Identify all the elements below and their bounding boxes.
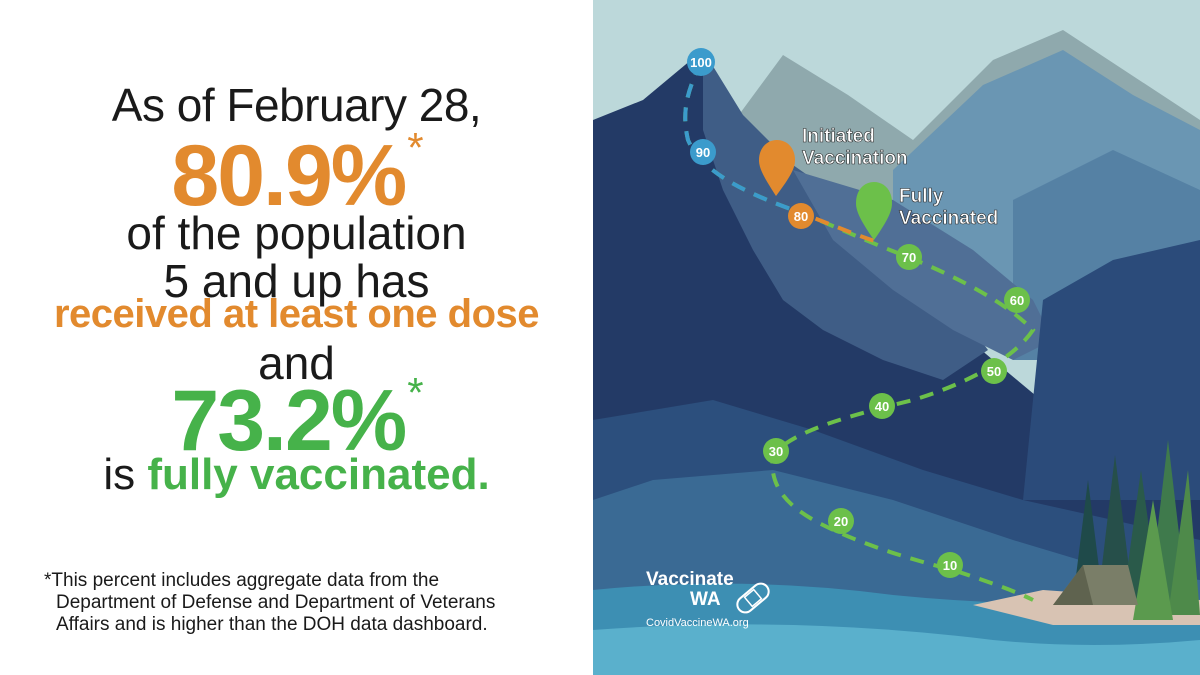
headline-panel: As of February 28, 80.9%* of the populat…: [0, 0, 593, 675]
trail-marker-50: 50: [981, 358, 1007, 384]
marker-label-70: 70: [902, 250, 916, 265]
logo-url: CovidVaccineWA.org: [646, 617, 749, 629]
population-text-1: of the population: [126, 207, 467, 259]
initiated-percentage-value: 80.9%: [171, 128, 407, 224]
trail-marker-30: 30: [763, 438, 789, 464]
trail-marker-90: 90: [690, 139, 716, 165]
logo-title: Vaccinate: [646, 569, 734, 590]
vaccinate-wa-logo: Vaccinate WA CovidVaccineWA.org: [646, 570, 749, 630]
marker-label-40: 40: [875, 399, 889, 414]
trail-marker-40: 40: [869, 393, 895, 419]
marker-label-90: 90: [696, 145, 710, 160]
marker-label-20: 20: [834, 514, 848, 529]
and-text: and: [258, 337, 335, 389]
fully-label-1: Fully: [899, 186, 944, 207]
bandage-icon: [736, 582, 770, 614]
lake-highlight: [593, 624, 1200, 675]
initiated-percentage: 80.9%*: [0, 127, 593, 220]
mountain-scene: 100 90 80 70 60 50 40 30: [593, 0, 1200, 675]
trail-marker-20: 20: [828, 508, 854, 534]
footnote: *This percent includes aggregate data fr…: [44, 570, 584, 636]
footnote-line-3: Affairs and is higher than the DOH data …: [56, 614, 488, 635]
footnote-line-1: *This percent includes aggregate data fr…: [44, 570, 440, 591]
mountain-illustration: 100 90 80 70 60 50 40 30: [593, 0, 1200, 675]
initiated-asterisk: *: [407, 124, 423, 171]
marker-label-80: 80: [794, 209, 808, 224]
received-dose-text: received at least one dose: [53, 292, 540, 336]
pine-trees: [1073, 440, 1200, 620]
tent: [1053, 565, 1138, 605]
footnote-line-2: Department of Defense and Department of …: [56, 592, 496, 613]
trail-marker-100: 100: [687, 48, 715, 76]
fully-label-2: Vaccinated: [899, 208, 998, 229]
logo-wa: WA: [690, 589, 721, 610]
trail-marker-80: 80: [788, 203, 814, 229]
initiated-label-1: Initiated: [802, 126, 875, 147]
trail-marker-70: 70: [896, 244, 922, 270]
as-of-date-text: As of February 28,: [111, 79, 482, 131]
population-text-2: 5 and up has: [163, 255, 430, 307]
trail-green: [683, 61, 1036, 602]
initiated-pin-icon: [759, 140, 795, 196]
is-text: is: [103, 450, 148, 499]
trail-marker-10: 10: [937, 552, 963, 578]
marker-label-30: 30: [769, 444, 783, 459]
marker-label-50: 50: [987, 364, 1001, 379]
trail-marker-60: 60: [1004, 287, 1030, 313]
fully-pin-icon: [856, 182, 892, 240]
initiated-label-2: Vaccination: [802, 148, 908, 169]
fully-vaccinated-emphasis: fully vaccinated.: [147, 450, 490, 499]
snow-field: [793, 170, 1053, 360]
right-ridge: [1023, 240, 1200, 500]
trail-blue: [683, 61, 794, 212]
fully-asterisk: *: [407, 369, 423, 416]
marker-label-100: 100: [690, 55, 712, 70]
fully-vaccinated-text: is fully vaccinated.: [0, 450, 593, 500]
fully-percentage-value: 73.2%: [171, 373, 407, 469]
marker-label-60: 60: [1010, 293, 1024, 308]
marker-label-10: 10: [943, 558, 957, 573]
fully-percentage: 73.2%*: [0, 372, 593, 465]
